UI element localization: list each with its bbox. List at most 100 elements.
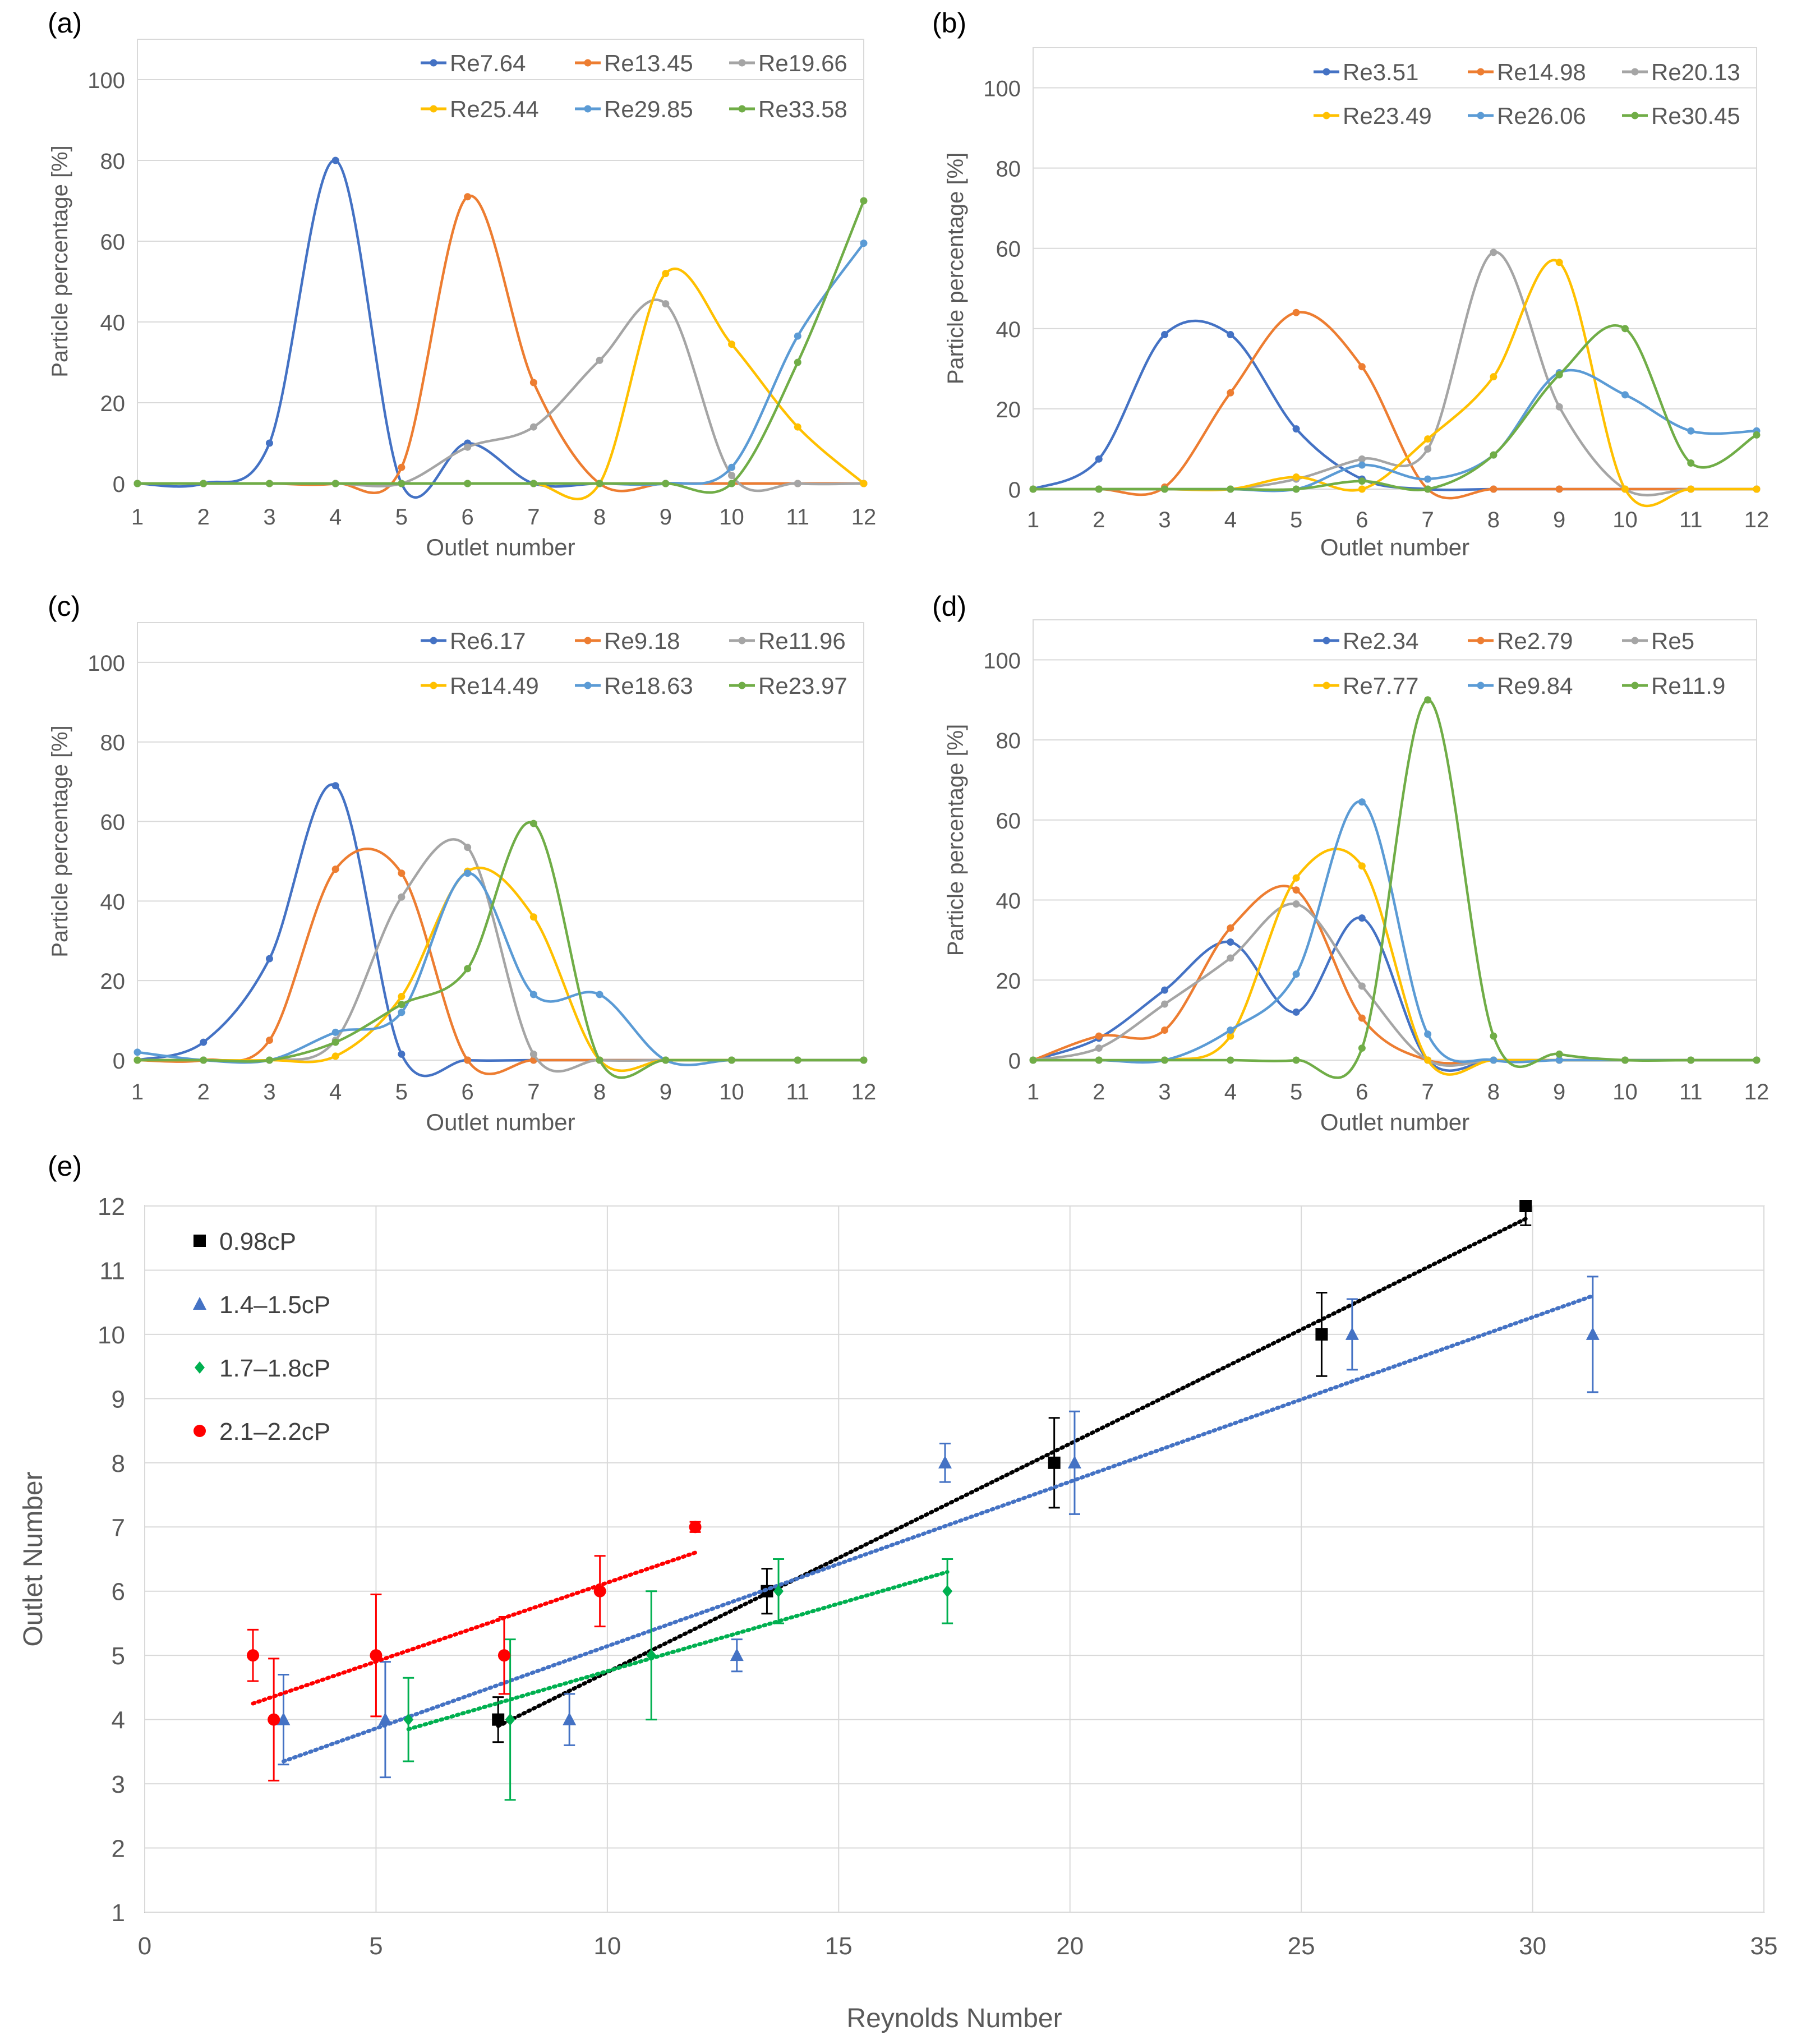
data-point-a-re19-66-9	[662, 300, 670, 308]
data-point-b-re23-49-6	[1358, 485, 1366, 493]
data-point-c-re11-96-7	[529, 1050, 537, 1058]
data-point-a-re13-45-6	[464, 193, 472, 201]
y-tick-label-d-80: 80	[996, 729, 1021, 753]
x-tick-label-d-2: 2	[1093, 1080, 1105, 1104]
y-tick-label-e-12: 12	[98, 1193, 125, 1221]
legend-label-a-re19-66: Re19.66	[758, 50, 847, 76]
data-point-e-series3-4	[773, 1585, 784, 1598]
x-tick-label-d-11: 11	[1679, 1080, 1703, 1104]
data-point-e-series2-5	[938, 1455, 952, 1468]
x-tick-label-c-9: 9	[660, 1080, 672, 1104]
data-point-b-re14-98-5	[1292, 309, 1300, 316]
data-point-a-re29-85-10	[728, 463, 736, 471]
data-point-c-re18-63-1	[133, 1048, 141, 1056]
data-point-e-series3-1	[403, 1713, 414, 1726]
plot-area-a	[137, 39, 864, 484]
data-point-d-re5-6	[1358, 982, 1366, 990]
legend-label-c-re11-96: Re11.96	[758, 628, 846, 654]
data-point-e-series4-3	[370, 1649, 383, 1662]
data-point-a-re25-44-9	[662, 270, 670, 278]
x-tick-label-e-5: 5	[369, 1932, 383, 1960]
legend-marker-d-re5	[1631, 637, 1639, 644]
x-tick-label-e-30: 30	[1519, 1932, 1546, 1960]
y-tick-label-c-100: 100	[87, 651, 125, 676]
data-point-c-re9-18-4	[331, 866, 339, 873]
x-tick-label-c-1: 1	[131, 1080, 144, 1104]
data-point-a-re25-44-12	[860, 480, 868, 487]
legend-label-a-re25-44: Re25.44	[450, 96, 539, 122]
y-tick-label-c-20: 20	[100, 969, 126, 994]
y-tick-label-e-10: 10	[98, 1322, 125, 1349]
y-tick-label-b-20: 20	[996, 398, 1021, 422]
x-tick-label-b-3: 3	[1158, 508, 1171, 532]
legend-label-b-re30-45: Re30.45	[1651, 103, 1740, 129]
data-point-e-series2-6	[1067, 1455, 1081, 1468]
data-point-b-re23-49-8	[1490, 373, 1498, 381]
legend-label-c-re14-49: Re14.49	[450, 673, 539, 699]
data-point-d-re7-77-6	[1358, 862, 1366, 870]
data-point-d-re2-79-4	[1227, 924, 1234, 932]
legend-marker-d-re7-77	[1323, 682, 1330, 689]
x-tick-label-a-8: 8	[593, 505, 606, 530]
data-point-b-re30-45-10	[1621, 325, 1629, 333]
x-tick-label-b-9: 9	[1553, 508, 1565, 532]
legend-label-c-re6-17: Re6.17	[450, 628, 526, 654]
data-point-b-re3-51-4	[1227, 331, 1234, 339]
legend-label-a-re33-58: Re33.58	[758, 96, 847, 122]
data-point-c-re23-97-1	[133, 1056, 141, 1064]
data-point-b-re23-49-10	[1621, 485, 1629, 493]
data-point-d-re7-77-7	[1424, 1056, 1432, 1064]
data-point-c-re23-97-7	[529, 820, 537, 827]
data-point-b-re30-45-1	[1029, 485, 1037, 493]
data-point-e-series4-6	[689, 1521, 702, 1534]
x-tick-label-c-11: 11	[786, 1080, 810, 1104]
data-point-d-re2-79-2	[1095, 1032, 1103, 1040]
data-point-b-re26-06-10	[1621, 391, 1629, 399]
data-point-d-re9-84-6	[1358, 798, 1366, 806]
data-point-b-re30-45-12	[1753, 431, 1761, 439]
legend-marker-a-re19-66	[738, 59, 746, 67]
x-tick-label-c-8: 8	[593, 1080, 606, 1104]
legend-marker-e-series4	[193, 1425, 206, 1437]
data-point-e-series2-1	[277, 1712, 291, 1725]
data-point-d-re11-9-9	[1555, 1050, 1563, 1058]
chart-panel-a: (a) 0 20 40 60 80 100 1 2 3 4 5 6 7 8 9 10 11 12 Outlet nu…	[0, 0, 898, 578]
legend-marker-e-series2	[193, 1297, 206, 1310]
legend-marker-b-re3-51	[1323, 68, 1330, 76]
legend-label-a-re29-85: Re29.85	[604, 96, 693, 122]
data-point-d-re2-79-3	[1161, 1026, 1169, 1034]
data-point-a-re25-44-11	[794, 423, 801, 431]
data-point-b-re3-51-2	[1095, 455, 1103, 463]
y-tick-label-b-100: 100	[983, 77, 1021, 102]
data-point-a-re25-44-10	[728, 340, 736, 348]
plot-area-e	[144, 1205, 1764, 1913]
legend-marker-b-re30-45	[1631, 112, 1639, 119]
data-point-c-re6-17-2	[200, 1038, 208, 1046]
data-point-d-re5-2	[1095, 1044, 1103, 1052]
data-point-e-series4-4	[497, 1649, 510, 1662]
data-point-e-series2-3	[563, 1712, 577, 1725]
x-tick-label-e-0: 0	[138, 1932, 151, 1960]
data-point-b-re23-49-5	[1292, 473, 1300, 481]
x-tick-label-c-6: 6	[462, 1080, 474, 1104]
x-tick-label-a-1: 1	[131, 505, 144, 530]
legend-label-b-re23-49: Re23.49	[1343, 103, 1432, 129]
legend-label-c-re9-18: Re9.18	[604, 628, 680, 654]
data-point-c-re18-63-4	[331, 1028, 339, 1036]
x-axis-title-a: Outlet number	[426, 534, 575, 560]
data-point-c-re23-97-9	[662, 1056, 670, 1064]
x-tick-label-d-9: 9	[1553, 1080, 1565, 1104]
y-tick-label-e-7: 7	[112, 1514, 125, 1541]
data-point-e-series3-5	[942, 1585, 953, 1598]
data-point-b-re30-45-5	[1292, 485, 1300, 493]
x-tick-label-d-1: 1	[1027, 1080, 1039, 1104]
data-point-b-re30-45-2	[1095, 485, 1103, 493]
legend-marker-b-re23-49	[1323, 112, 1330, 119]
x-tick-label-a-12: 12	[851, 505, 877, 530]
y-tick-label-c-0: 0	[113, 1049, 125, 1074]
legend-marker-a-re29-85	[584, 105, 592, 113]
x-tick-label-b-10: 10	[1612, 508, 1638, 532]
data-point-d-re2-79-5	[1292, 886, 1300, 894]
data-point-e-series1-5	[1519, 1200, 1532, 1212]
